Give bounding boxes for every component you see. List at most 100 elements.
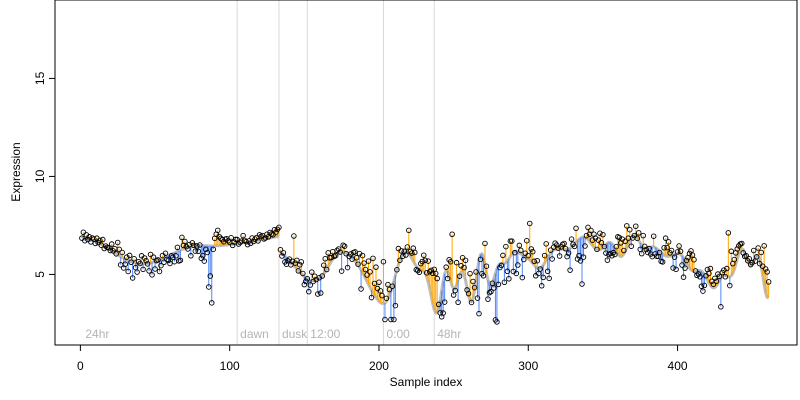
data-point bbox=[485, 296, 491, 302]
data-point bbox=[568, 236, 575, 242]
phase-label: 0:00 bbox=[386, 327, 410, 341]
data-point bbox=[473, 269, 479, 275]
data-point bbox=[515, 262, 521, 268]
data-point bbox=[434, 275, 440, 282]
data-point bbox=[252, 236, 258, 242]
data-point bbox=[453, 259, 460, 266]
data-point bbox=[673, 266, 679, 273]
data-point bbox=[634, 235, 641, 242]
data-point bbox=[304, 275, 311, 282]
data-point bbox=[765, 279, 772, 285]
data-point bbox=[456, 273, 463, 279]
data-point bbox=[277, 246, 284, 253]
data-point bbox=[344, 264, 351, 271]
data-point bbox=[141, 255, 148, 261]
x-tick-label: 200 bbox=[369, 359, 389, 373]
data-point bbox=[646, 245, 652, 252]
data-point bbox=[488, 288, 494, 295]
data-point bbox=[528, 246, 535, 252]
data-point bbox=[467, 270, 473, 277]
data-point bbox=[400, 253, 406, 259]
data-point bbox=[179, 234, 185, 241]
data-point bbox=[188, 253, 194, 259]
data-point bbox=[724, 265, 730, 272]
data-point bbox=[122, 261, 128, 267]
data-point bbox=[613, 243, 620, 250]
data-point bbox=[288, 262, 294, 268]
data-point bbox=[544, 268, 551, 275]
data-point bbox=[670, 265, 676, 271]
data-point bbox=[200, 252, 206, 259]
data-point bbox=[462, 257, 469, 264]
data-point bbox=[137, 260, 143, 267]
data-point bbox=[334, 247, 340, 254]
data-point bbox=[665, 239, 672, 245]
data-point bbox=[143, 257, 149, 264]
data-point bbox=[428, 267, 434, 274]
data-point bbox=[662, 235, 669, 241]
data-point bbox=[477, 256, 484, 263]
data-point bbox=[727, 282, 733, 289]
data-point bbox=[113, 251, 119, 257]
data-point bbox=[256, 232, 263, 238]
data-point bbox=[295, 268, 302, 274]
data-point bbox=[571, 243, 578, 250]
data-point bbox=[280, 250, 287, 256]
data-point bbox=[700, 288, 706, 294]
data-point bbox=[167, 260, 173, 267]
residual-segments bbox=[81, 223, 770, 322]
data-point bbox=[721, 267, 727, 273]
data-point bbox=[107, 247, 113, 254]
data-point bbox=[762, 266, 769, 272]
data-point bbox=[416, 269, 423, 276]
data-point bbox=[134, 269, 140, 275]
data-point bbox=[582, 243, 588, 249]
data-point bbox=[125, 268, 131, 275]
data-point bbox=[764, 269, 770, 275]
data-point bbox=[722, 274, 729, 280]
data-point bbox=[495, 281, 502, 288]
data-point bbox=[624, 223, 630, 229]
data-point bbox=[504, 268, 511, 275]
data-point bbox=[553, 242, 560, 248]
data-point bbox=[525, 252, 532, 259]
data-point bbox=[419, 258, 426, 265]
data-point bbox=[347, 251, 354, 257]
data-point bbox=[531, 258, 537, 265]
data-point bbox=[441, 299, 448, 305]
data-point bbox=[538, 283, 545, 289]
data-point bbox=[389, 283, 396, 289]
data-point bbox=[628, 243, 635, 249]
data-point bbox=[604, 257, 611, 263]
data-point bbox=[455, 299, 461, 306]
y-axis-label: Expression bbox=[9, 142, 23, 201]
data-point bbox=[319, 273, 325, 279]
data-point bbox=[444, 275, 451, 282]
data-point bbox=[718, 304, 724, 310]
data-point bbox=[627, 226, 633, 233]
data-point bbox=[640, 232, 646, 239]
data-point bbox=[452, 287, 458, 294]
data-point bbox=[382, 316, 388, 323]
data-point bbox=[292, 260, 299, 266]
data-point bbox=[103, 243, 109, 249]
data-point bbox=[409, 250, 415, 256]
data-point bbox=[621, 247, 627, 254]
data-point bbox=[422, 257, 429, 264]
data-point bbox=[743, 253, 749, 259]
x-tick-label: 400 bbox=[668, 359, 688, 373]
data-point bbox=[144, 261, 151, 267]
data-point bbox=[697, 274, 703, 280]
data-point bbox=[664, 244, 670, 251]
data-point bbox=[753, 254, 760, 260]
data-point bbox=[713, 278, 720, 285]
data-point bbox=[759, 263, 766, 269]
data-point bbox=[529, 248, 536, 255]
data-point bbox=[638, 250, 645, 257]
phase-label: 48hr bbox=[437, 327, 461, 341]
data-point bbox=[749, 259, 755, 266]
data-point bbox=[100, 236, 106, 243]
data-point bbox=[297, 262, 303, 268]
data-point bbox=[352, 249, 358, 255]
data-point bbox=[527, 220, 533, 227]
